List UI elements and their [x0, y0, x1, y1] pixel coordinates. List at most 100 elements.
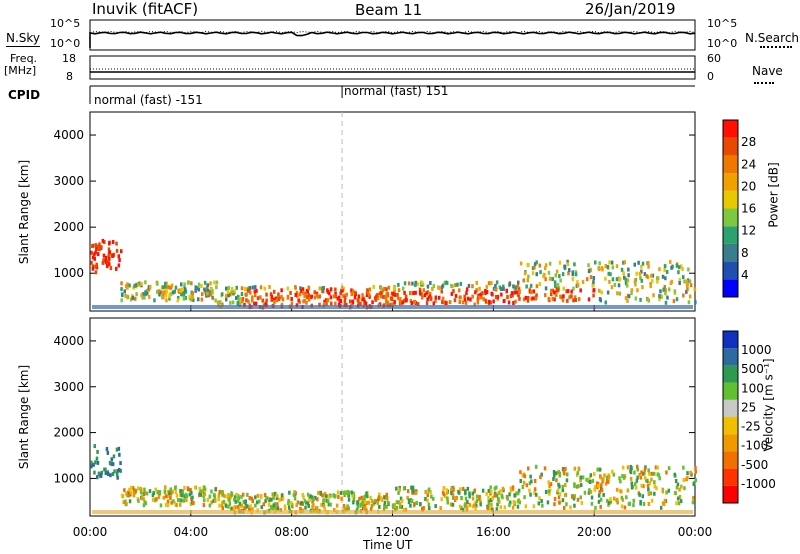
echo-cell	[243, 287, 247, 291]
echo-cell	[322, 498, 325, 503]
echo-cell	[290, 297, 293, 301]
echo-cell	[535, 464, 538, 469]
echo-cell	[354, 290, 357, 295]
echo-cell	[647, 298, 651, 303]
echo-cell	[218, 503, 221, 508]
echo-cell	[626, 298, 629, 303]
echo-cell	[374, 297, 378, 302]
echo-cell	[664, 288, 667, 293]
echo-cell	[221, 490, 225, 495]
echo-cell	[238, 501, 242, 506]
echo-cell	[137, 498, 140, 503]
echo-cell	[676, 482, 680, 487]
echo-cell	[235, 285, 238, 290]
power-colorbar-tick-6: 4	[741, 268, 749, 282]
echo-cell	[529, 283, 533, 288]
echo-cell	[296, 293, 299, 298]
echo-cell	[555, 269, 559, 274]
echo-cell	[434, 298, 437, 303]
echo-cell	[620, 504, 624, 509]
echo-cell	[634, 296, 638, 301]
echo-cell	[693, 287, 697, 292]
echo-cell	[102, 253, 106, 258]
echo-cell	[162, 285, 165, 290]
echo-cell	[656, 276, 659, 281]
echo-cell	[226, 290, 230, 294]
echo-cell	[258, 499, 261, 504]
echo-cell	[156, 289, 159, 294]
echo-cell	[659, 289, 662, 294]
echo-cell	[594, 260, 597, 265]
echo-cell	[591, 479, 595, 483]
echo-cell	[468, 502, 471, 507]
echo-cell	[682, 478, 685, 482]
echo-cell	[120, 287, 123, 292]
echo-cell	[110, 461, 113, 466]
echo-cell	[190, 490, 193, 495]
echo-cell	[328, 291, 331, 296]
echo-cell	[175, 493, 179, 498]
echo-cell	[208, 503, 212, 508]
echo-cell	[374, 499, 377, 504]
echo-cell	[179, 502, 182, 507]
echo-cell	[489, 506, 492, 510]
echo-cell	[502, 286, 505, 291]
echo-cell	[369, 495, 372, 500]
echo-cell	[663, 285, 666, 289]
echo-cell	[465, 506, 469, 511]
echo-cell	[526, 263, 529, 268]
echo-cell	[557, 482, 560, 487]
echo-cell	[305, 500, 308, 505]
echo-cell	[392, 286, 396, 291]
echo-cell	[551, 296, 554, 301]
echo-cell	[372, 502, 375, 507]
echo-cell	[478, 494, 481, 499]
echo-cell	[173, 289, 176, 294]
nsearch-label: N.Search	[745, 31, 800, 45]
echo-cell	[166, 499, 170, 504]
echo-cell	[397, 282, 400, 287]
echo-cell	[141, 495, 144, 500]
echo-cell	[360, 495, 363, 500]
echo-cell	[363, 494, 366, 499]
echo-cell	[653, 484, 656, 489]
echo-cell	[125, 502, 128, 506]
echo-cell	[403, 290, 406, 295]
echo-cell	[172, 499, 175, 504]
echo-cell	[381, 288, 385, 293]
echo-cell	[325, 301, 328, 306]
echo-cell	[265, 495, 268, 500]
echo-cell	[599, 504, 602, 509]
echo-cell	[587, 263, 590, 268]
echo-cell	[465, 287, 469, 292]
echo-cell	[106, 450, 110, 455]
echo-cell	[670, 279, 674, 284]
echo-cell	[221, 292, 224, 297]
echo-cell	[543, 272, 546, 277]
echo-cell	[581, 280, 585, 284]
echo-cell	[487, 501, 491, 506]
echo-cell	[91, 244, 94, 248]
power-colorbar-frame	[722, 119, 739, 298]
power-colorbar-segment-2	[723, 243, 738, 262]
echo-cell	[629, 469, 632, 473]
echo-cell	[604, 300, 607, 305]
echo-cell	[544, 293, 547, 298]
echo-cell	[336, 296, 339, 301]
echo-cell	[570, 289, 573, 294]
echo-cell	[419, 291, 422, 296]
echo-cell	[535, 272, 538, 277]
echo-cell	[214, 487, 217, 492]
echo-cell	[162, 295, 165, 300]
echo-cell	[444, 280, 448, 285]
echo-cell	[296, 500, 300, 505]
echo-cell	[294, 292, 297, 297]
echo-cell	[623, 260, 626, 265]
echo-cell	[335, 503, 339, 508]
echo-cell	[502, 284, 505, 289]
echo-cell	[661, 501, 665, 506]
echo-cell	[658, 267, 661, 272]
power-colorbar-tick-3: 16	[741, 202, 756, 216]
echo-cell	[530, 296, 533, 301]
echo-cell	[219, 300, 222, 305]
